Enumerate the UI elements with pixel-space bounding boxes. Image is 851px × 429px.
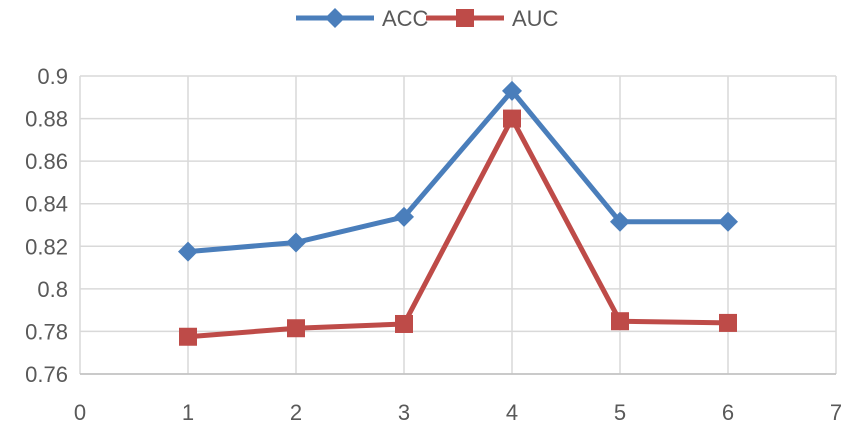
y-tick-label: 0.86 bbox=[25, 149, 68, 174]
data-point-auc bbox=[395, 314, 413, 333]
data-point-acc bbox=[718, 211, 738, 232]
axes: 0.76 0.78 0.8 0.82 0.84 0.86 0.88 0.9 0 1 2 3 4 5 6 7 bbox=[25, 64, 842, 425]
series-auc bbox=[179, 109, 737, 346]
series-line-acc bbox=[185, 88, 731, 255]
x-tick-label: 0 bbox=[74, 400, 86, 425]
data-point-acc bbox=[286, 232, 306, 253]
y-tick-label: 0.76 bbox=[25, 362, 68, 387]
legend-marker bbox=[456, 9, 474, 27]
legend-marker bbox=[325, 8, 345, 28]
data-point-auc bbox=[611, 312, 629, 331]
y-tick-label: 0.9 bbox=[37, 64, 68, 89]
data-point-acc bbox=[394, 206, 414, 227]
x-tick-label: 4 bbox=[506, 400, 518, 425]
legend-item-acc: ACC bbox=[296, 6, 429, 31]
x-tick-label: 5 bbox=[614, 400, 626, 425]
series-line-auc bbox=[185, 116, 731, 340]
x-tick-label: 1 bbox=[182, 400, 194, 425]
series bbox=[178, 80, 738, 346]
data-point-auc bbox=[179, 327, 197, 346]
legend-item-auc: AUC bbox=[426, 6, 559, 31]
legend-label: ACC bbox=[382, 6, 429, 31]
data-point-auc bbox=[503, 109, 521, 128]
data-point-auc bbox=[287, 319, 305, 338]
y-tick-label: 0.84 bbox=[25, 192, 68, 217]
x-tick-label: 3 bbox=[398, 400, 410, 425]
legend: ACC AUC bbox=[296, 6, 559, 31]
y-tick-label: 0.88 bbox=[25, 107, 68, 132]
series-acc bbox=[178, 80, 738, 262]
legend-label: AUC bbox=[512, 6, 559, 31]
data-point-acc bbox=[178, 241, 198, 262]
data-point-acc bbox=[502, 80, 522, 101]
y-tick-label: 0.82 bbox=[25, 234, 68, 259]
y-tick-label: 0.8 bbox=[37, 277, 68, 302]
y-tick-label: 0.78 bbox=[25, 319, 68, 344]
x-tick-label: 7 bbox=[830, 400, 842, 425]
data-point-auc bbox=[719, 313, 737, 332]
data-point-acc bbox=[610, 211, 630, 232]
x-tick-label: 6 bbox=[722, 400, 734, 425]
x-tick-label: 2 bbox=[290, 400, 302, 425]
